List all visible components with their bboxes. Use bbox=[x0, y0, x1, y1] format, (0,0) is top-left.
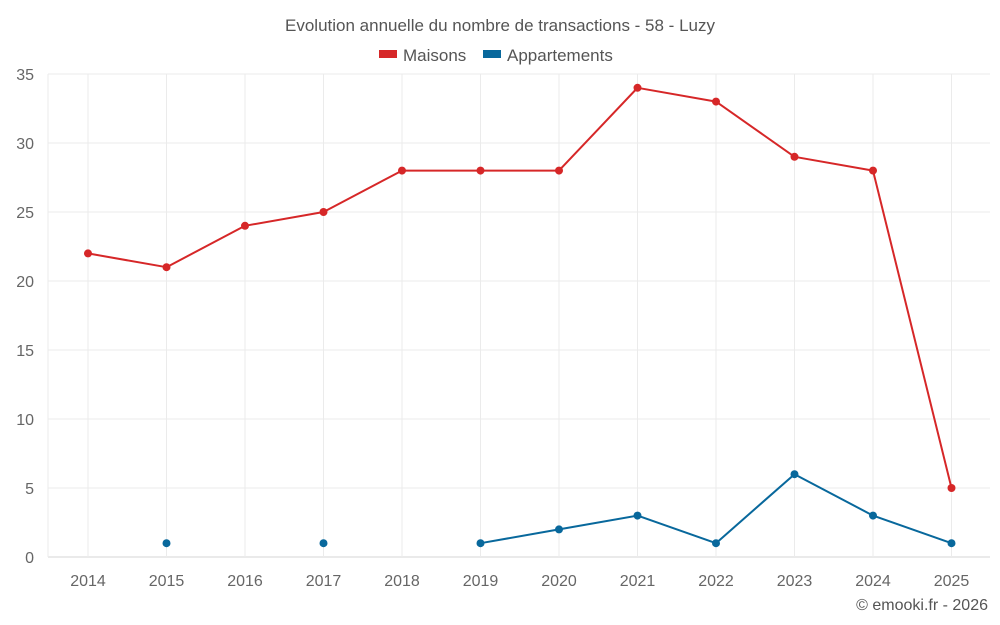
data-point-maisons-2020[interactable] bbox=[555, 166, 563, 175]
y-tick-label: 10 bbox=[16, 412, 34, 429]
data-point-maisons-2025[interactable] bbox=[947, 484, 956, 492]
legend-swatch bbox=[379, 50, 397, 58]
y-tick-label: 20 bbox=[16, 274, 34, 291]
x-tick-label: 2022 bbox=[698, 573, 734, 590]
x-tick-label: 2025 bbox=[934, 573, 970, 590]
data-point-maisons-2023[interactable] bbox=[790, 152, 799, 161]
y-tick-label: 35 bbox=[16, 67, 34, 84]
y-axis: 0 5 10 15 20 25 30 35 bbox=[16, 67, 34, 567]
data-point-appartements-2023[interactable] bbox=[790, 470, 799, 479]
data-point-maisons-2024[interactable] bbox=[869, 166, 877, 175]
x-tick-label: 2021 bbox=[620, 573, 656, 590]
data-point-maisons-2014[interactable] bbox=[84, 249, 92, 258]
series-appartements bbox=[162, 470, 956, 548]
legend-item-appartements[interactable]: Appartements bbox=[483, 46, 613, 65]
y-tick-label: 15 bbox=[16, 343, 34, 360]
y-tick-label: 5 bbox=[25, 481, 34, 498]
x-tick-label: 2017 bbox=[306, 573, 342, 590]
legend: Maisons Appartements bbox=[379, 46, 613, 65]
legend-label: Maisons bbox=[403, 46, 466, 65]
data-point-maisons-2022[interactable] bbox=[712, 97, 720, 106]
series-line bbox=[87, 86, 953, 489]
grid bbox=[47, 73, 990, 558]
legend-item-maisons[interactable]: Maisons bbox=[379, 46, 466, 65]
series-maisons bbox=[84, 83, 956, 492]
data-point-appartements-2024[interactable] bbox=[869, 511, 877, 520]
x-tick-label: 2014 bbox=[70, 573, 106, 590]
data-point-maisons-2015[interactable] bbox=[162, 263, 171, 272]
x-tick-label: 2016 bbox=[227, 573, 263, 590]
data-point-appartements-2019[interactable] bbox=[476, 539, 485, 548]
data-point-appartements-2015[interactable] bbox=[162, 539, 171, 548]
legend-label: Appartements bbox=[507, 46, 613, 65]
legend-swatch bbox=[483, 50, 501, 58]
y-tick-label: 30 bbox=[16, 136, 34, 153]
x-tick-label: 2015 bbox=[149, 573, 185, 590]
data-point-maisons-2019[interactable] bbox=[476, 166, 485, 175]
chart-title: Evolution annuelle du nombre de transact… bbox=[285, 16, 715, 35]
series-layer bbox=[84, 83, 956, 548]
data-point-appartements-2017[interactable] bbox=[319, 539, 328, 548]
x-axis: 2014 2015 2016 2017 2018 2019 2020 2021 2022 2023… bbox=[70, 573, 969, 590]
x-tick-label: 2019 bbox=[463, 573, 499, 590]
copyright-text: © emooki.fr - 2026 bbox=[856, 597, 988, 614]
x-tick-label: 2023 bbox=[777, 573, 813, 590]
data-point-appartements-2022[interactable] bbox=[712, 539, 720, 548]
data-point-maisons-2018[interactable] bbox=[398, 166, 406, 175]
y-tick-label: 25 bbox=[16, 205, 34, 222]
x-tick-label: 2018 bbox=[384, 573, 420, 590]
y-tick-label: 0 bbox=[25, 550, 34, 567]
data-point-maisons-2017[interactable] bbox=[319, 208, 328, 216]
data-point-appartements-2025[interactable] bbox=[947, 539, 956, 548]
x-tick-label: 2024 bbox=[855, 573, 891, 590]
data-point-appartements-2021[interactable] bbox=[633, 511, 642, 520]
data-point-appartements-2020[interactable] bbox=[555, 525, 563, 534]
data-point-maisons-2016[interactable] bbox=[241, 221, 249, 230]
x-tick-label: 2020 bbox=[541, 573, 577, 590]
data-point-maisons-2021[interactable] bbox=[633, 83, 642, 92]
